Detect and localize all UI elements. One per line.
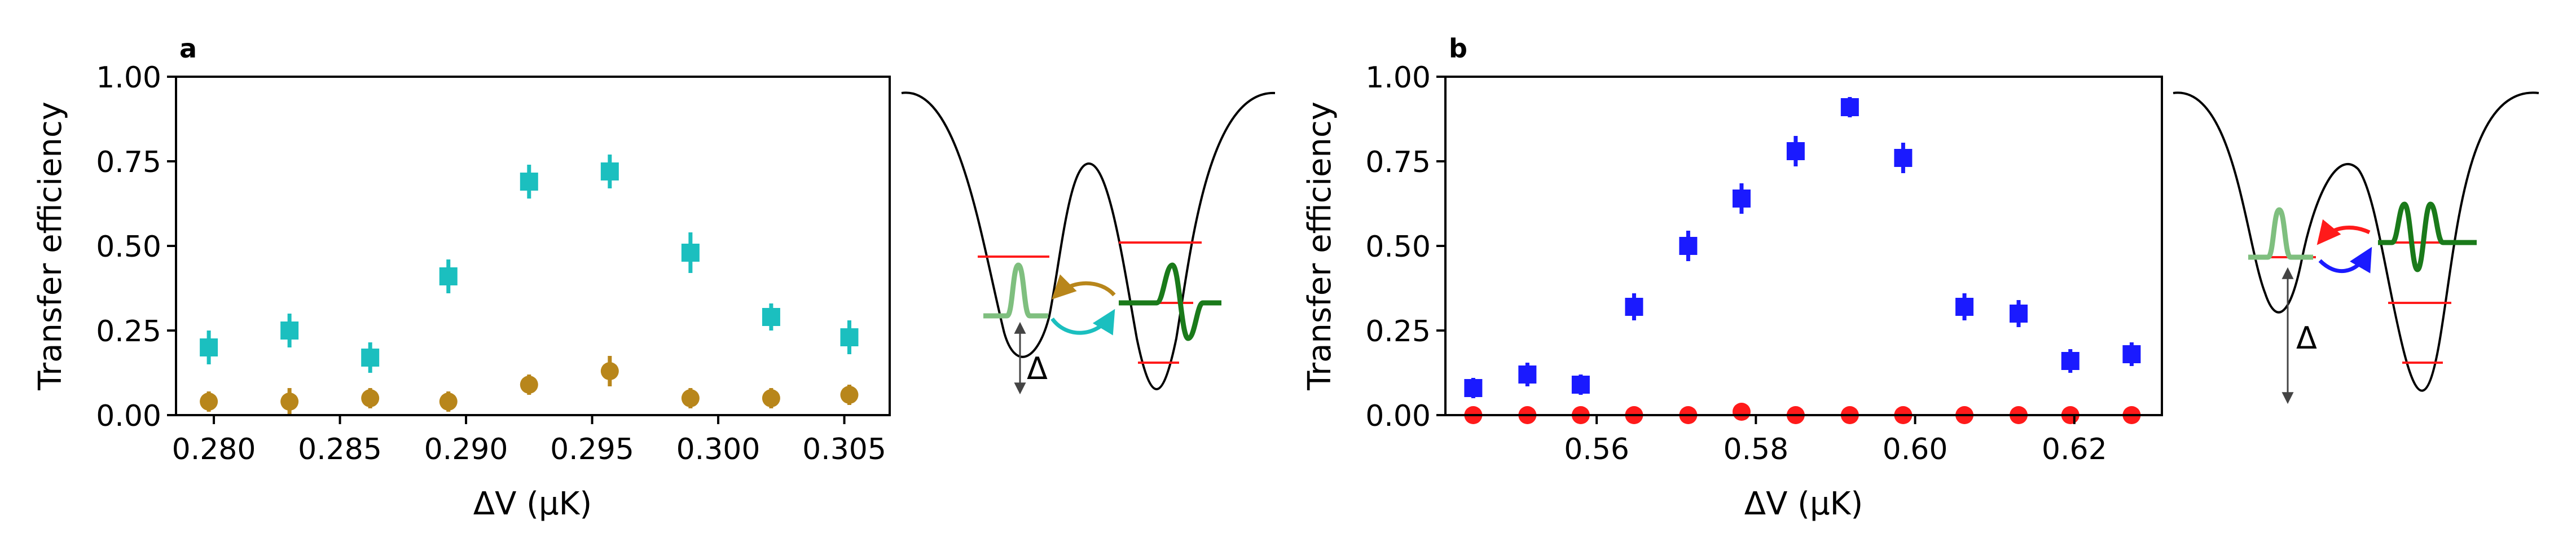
panel-b-y-tick-label: 0.25 (1365, 315, 1431, 349)
panel-a-gold-circles-point (762, 389, 780, 407)
panel-a-arrow-gold (1052, 274, 1116, 299)
panel-a-gold-circles-point (200, 393, 218, 411)
panel-b-y-tick-label: 0.50 (1365, 230, 1431, 264)
panel-b-delta-label: Δ (2296, 320, 2317, 356)
panel-b-blue-squares-point (1518, 365, 1537, 384)
panel-b-blue-squares-point (2122, 345, 2141, 363)
panel-a-y-axis-label: Transfer efficiency (32, 102, 69, 391)
panel-a-axes-frame (175, 76, 891, 416)
panel-a-x-axis-label: ΔV (μK) (473, 486, 592, 522)
panel-a-gold-circles-point (439, 393, 458, 411)
panel-b-blue-squares-point (1625, 298, 1643, 316)
panel-b-y-tick-label: 1.00 (1365, 61, 1431, 95)
panel-a-cyan-squares-point (600, 162, 619, 180)
panel-b-blue-squares-point (1732, 190, 1751, 208)
panel-a-x-tick-label: 0.290 (424, 433, 508, 466)
panel-b-arrow-blue (2318, 246, 2372, 274)
panel-b-y-tick-label: 0.75 (1365, 146, 1431, 179)
panel-a-y-tick-label: 0.25 (96, 315, 161, 349)
panel-b-axes-frame (1444, 76, 2163, 416)
panel-a-gold-circles-point (840, 386, 859, 404)
panel-b-arrow-red (2316, 219, 2371, 245)
panel-b-blue-squares-point (1894, 149, 1913, 167)
panel-b-blue-squares-point (2010, 305, 2028, 323)
panel-a-gold-circles-point (361, 389, 380, 407)
panel-b-blue-squares-point (2061, 352, 2080, 370)
panel-a-cyan-squares-point (361, 349, 380, 367)
panel-b-x-axis-label: ΔV (μK) (1744, 486, 1863, 522)
panel-a-y-tick-label: 0.75 (96, 146, 161, 179)
panel-a-x-tick-label: 0.300 (676, 433, 761, 466)
panel-a-cyan-squares-point (520, 173, 538, 191)
panel-a-x-tick-label: 0.295 (550, 433, 634, 466)
panel-a-x-tick-label: 0.280 (172, 433, 256, 466)
panel-b-x-tick-label: 0.62 (2042, 433, 2107, 466)
panel-b-potential-curve (2173, 91, 2539, 392)
panel-b-blue-squares-point (1786, 142, 1805, 160)
panel-b-label: b (1449, 33, 1467, 64)
panel-a-y-tick-label: 1.00 (96, 61, 161, 95)
panel-b-blue-squares-point (1464, 379, 1483, 397)
panel-a-cyan-squares-point (762, 308, 780, 326)
panel-a-y-tick-label: 0.00 (96, 399, 161, 433)
panel-b-ticks: 0.00 0.25 0.50 0.75 1.00 0.56 0.58 0.60 0.62 (1365, 61, 2107, 466)
panel-a-ticks: 0.00 0.25 0.50 0.75 1.00 0.280 0.285 0.290 0.295… (96, 61, 886, 466)
panel-b-x-tick-label: 0.60 (1883, 433, 1948, 466)
panel-a-gold-circles-point (520, 376, 538, 394)
panel-b-ground-wavefunction (2248, 207, 2313, 260)
panel-a-plot-area (200, 155, 859, 415)
panel-a-inset-double-well: Δ (901, 91, 1276, 395)
panel-b: b 0.00 0.25 0.50 0.75 1.00 0.56 0.58 0.60 0.62 Δ… (1302, 33, 2539, 522)
panel-b-red-circles-point (1732, 403, 1751, 421)
panel-b-blue-squares-point (1840, 98, 1859, 116)
panel-a-cyan-squares-point (681, 244, 700, 262)
panel-a-x-tick-label: 0.305 (802, 433, 886, 466)
panel-a-excited-wavefunction (1119, 262, 1221, 341)
panel-a-y-tick-label: 0.50 (96, 230, 161, 264)
panel-b-x-tick-label: 0.58 (1723, 433, 1788, 466)
panel-a-cyan-squares-point (200, 338, 218, 356)
panel-a-gold-circles-point (600, 362, 619, 380)
panel-a: a 0.00 0.25 0.50 0.75 1.00 0.280 0.285 0.290 0.2… (32, 33, 1276, 522)
panel-b-x-tick-label: 0.56 (1564, 433, 1629, 466)
panel-a-arrow-cyan (1050, 309, 1115, 336)
panel-b-blue-squares-point (1955, 298, 1974, 316)
panel-b-y-tick-label: 0.00 (1365, 399, 1431, 433)
panel-b-excited-wavefunction (2378, 201, 2477, 272)
panel-a-gold-circles-point (280, 393, 299, 411)
panel-a-gold-circles-point (681, 389, 700, 407)
panel-b-inset-double-well: Δ (2173, 91, 2539, 404)
panel-b-plot-area (1464, 97, 2141, 424)
panel-b-blue-squares-point (1679, 237, 1698, 255)
panel-a-cyan-squares-point (439, 267, 458, 285)
panel-a-cyan-squares-point (840, 328, 859, 346)
panel-a-delta-label: Δ (1027, 351, 1048, 386)
panel-a-cyan-squares-point (280, 321, 299, 340)
panel-a-label: a (179, 33, 197, 64)
panel-b-y-axis-label: Transfer efficiency (1302, 102, 1338, 391)
panel-b-blue-squares-point (1571, 376, 1590, 394)
panel-a-ground-wavefunction (983, 262, 1048, 319)
panel-a-x-tick-label: 0.285 (298, 433, 382, 466)
panel-a-potential-curve (901, 91, 1276, 390)
